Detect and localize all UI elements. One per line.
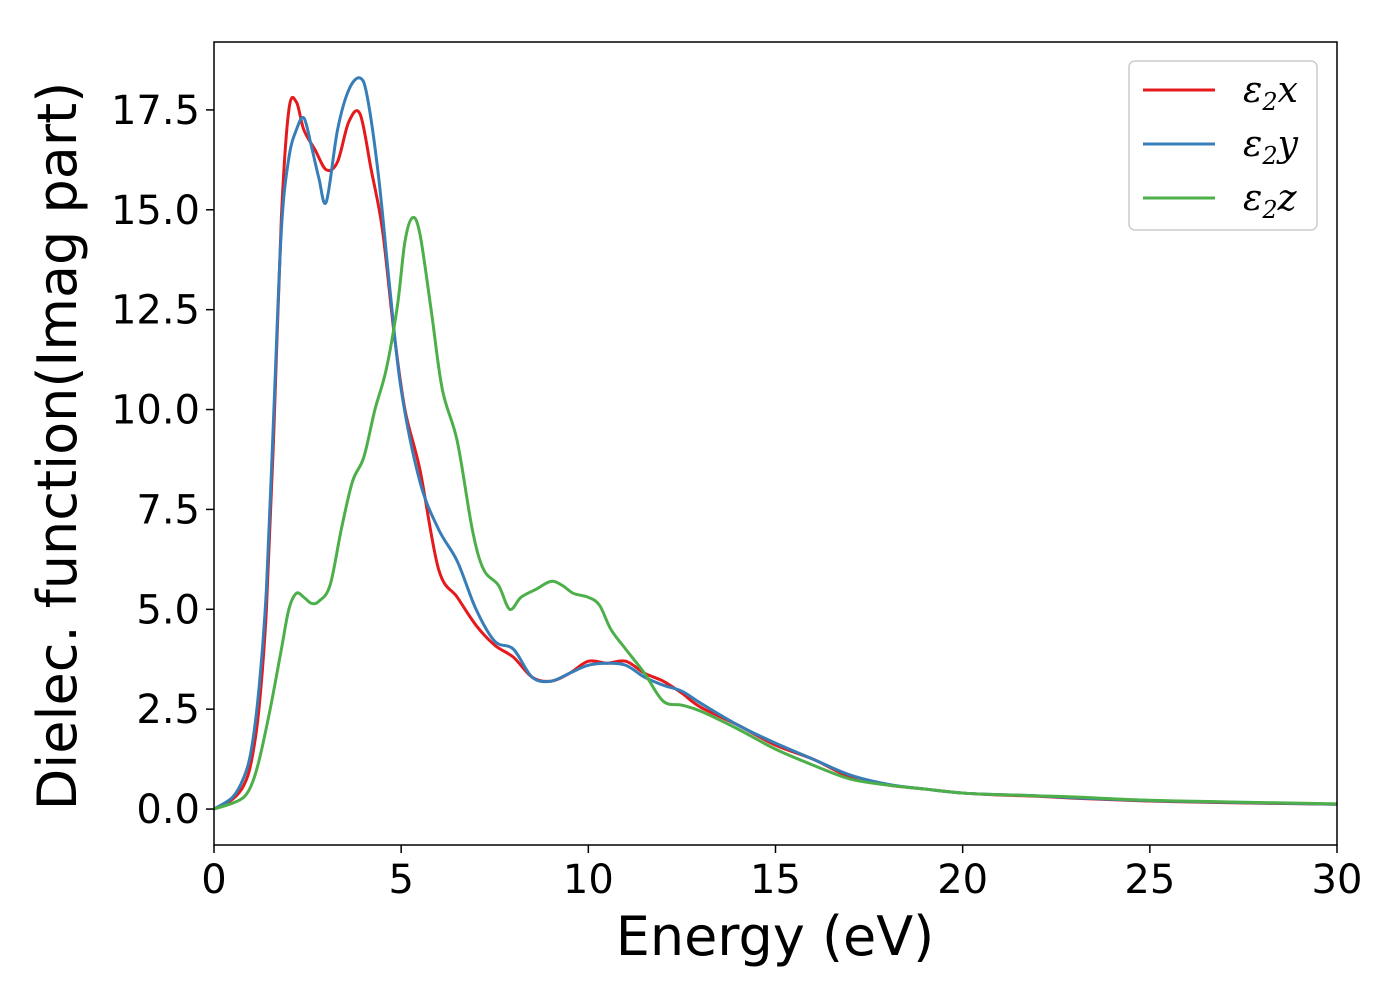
series-layer <box>214 76 1337 811</box>
legend-box <box>1128 60 1318 231</box>
y-tick-label: 2.5 <box>136 687 200 733</box>
legend-label-z: ε2z <box>1243 178 1298 224</box>
y-tick-label: 7.5 <box>136 487 200 533</box>
legend: ε2x ε2y ε2z <box>1128 60 1318 231</box>
x-tick-label: 25 <box>1124 857 1175 903</box>
y-tick-label: 17.5 <box>111 88 200 134</box>
x-axis: 0 5 10 15 20 25 30 <box>201 845 1362 903</box>
y-tick-label: 5.0 <box>136 587 200 633</box>
y-tick-label: 10.0 <box>111 388 200 434</box>
y-tick-label: 15.0 <box>111 188 200 234</box>
x-tick-label: 10 <box>563 857 614 903</box>
legend-label-y: ε2y <box>1243 124 1299 170</box>
y-axis: 0.0 2.5 5.0 7.5 10.0 12.5 15.0 17.5 <box>111 88 214 833</box>
x-tick-label: 20 <box>937 857 988 903</box>
y-axis-label: Dielec. function(Imag part) <box>26 82 89 811</box>
y-tick-label: 0.0 <box>136 787 200 833</box>
series-line-z <box>214 215 1337 811</box>
x-tick-label: 15 <box>750 857 801 903</box>
x-tick-label: 5 <box>388 857 413 903</box>
y-tick-label: 12.5 <box>111 288 200 334</box>
x-axis-label: Energy (eV) <box>616 905 935 968</box>
legend-label-x: ε2x <box>1243 70 1298 116</box>
x-tick-label: 0 <box>201 857 226 903</box>
x-tick-label: 30 <box>1312 857 1363 903</box>
